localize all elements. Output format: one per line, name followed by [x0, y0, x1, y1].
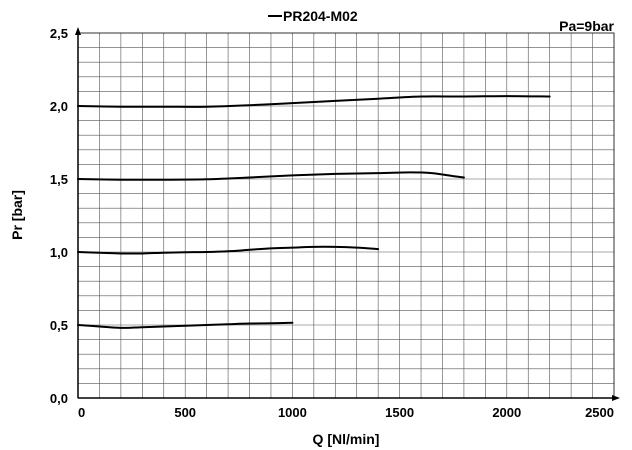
x-axis-title: Q [Nl/min] [313, 431, 380, 447]
legend: PR204-M02 [268, 8, 358, 24]
x-axis-arrow [612, 395, 620, 401]
x-tick-label: 1000 [278, 405, 307, 420]
legend-label: PR204-M02 [283, 8, 358, 24]
x-tick-label: 2000 [492, 405, 521, 420]
y-axis-arrow [75, 27, 81, 35]
y-axis-title: Pr [bar] [9, 190, 25, 240]
y-tick-label: 2,0 [50, 99, 68, 114]
y-tick-label: 0,5 [50, 318, 68, 333]
y-tick-label: 2,5 [50, 26, 68, 41]
series-line-3 [77, 171, 465, 181]
x-tick-label: 500 [174, 405, 196, 420]
pressure-annotation: Pa=9bar [559, 18, 614, 34]
grid [78, 33, 614, 398]
axes [75, 27, 620, 401]
x-tick-label: 2500 [585, 405, 614, 420]
x-tick-label: 1500 [385, 405, 414, 420]
x-tick-label: 0 [78, 405, 85, 420]
series-lines [77, 95, 551, 329]
y-tick-label: 0,0 [50, 391, 68, 406]
plot-frame [77, 32, 615, 399]
y-tick-label: 1,0 [50, 245, 68, 260]
series-line-2 [77, 245, 380, 255]
y-tick-label: 1,5 [50, 172, 68, 187]
tick-labels: 0 500 1000 1500 2000 2500 0,0 0,5 1,0 1,5 2,0 2,5 [50, 26, 614, 420]
series-line-1 [77, 321, 294, 329]
series-line-4 [77, 95, 551, 108]
